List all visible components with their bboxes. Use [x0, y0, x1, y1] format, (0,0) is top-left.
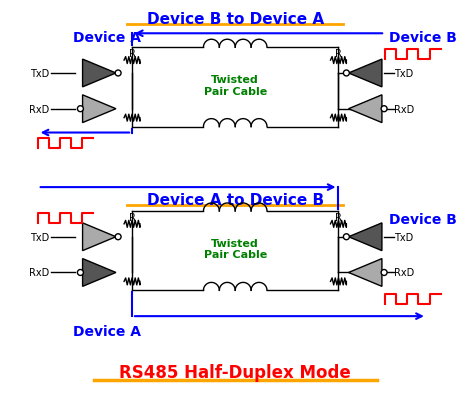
Circle shape — [381, 270, 387, 276]
Text: RS485 Half-Duplex Mode: RS485 Half-Duplex Mode — [119, 363, 351, 381]
Text: RxD: RxD — [29, 268, 50, 278]
Text: RxD: RxD — [29, 104, 50, 115]
Polygon shape — [348, 96, 382, 123]
Text: RxD: RxD — [394, 104, 414, 115]
Circle shape — [343, 71, 349, 77]
Text: TxD: TxD — [394, 232, 413, 242]
Text: Twisted
Pair Cable: Twisted Pair Cable — [204, 75, 267, 96]
Polygon shape — [348, 259, 382, 287]
Text: R: R — [335, 212, 342, 222]
Circle shape — [115, 234, 121, 240]
Text: R: R — [128, 49, 136, 59]
Text: Device A: Device A — [73, 324, 141, 338]
Polygon shape — [82, 60, 116, 87]
Text: Twisted
Pair Cable: Twisted Pair Cable — [204, 238, 267, 260]
Polygon shape — [82, 259, 116, 287]
Text: Device B: Device B — [389, 212, 457, 226]
Text: TxD: TxD — [30, 232, 50, 242]
Polygon shape — [82, 96, 116, 123]
Text: Device A to Device B: Device A to Device B — [146, 193, 324, 207]
Circle shape — [381, 107, 387, 113]
Polygon shape — [348, 60, 382, 87]
Text: Device A: Device A — [73, 31, 141, 45]
Circle shape — [343, 234, 349, 240]
Text: R: R — [128, 212, 136, 222]
Polygon shape — [348, 223, 382, 251]
Text: RxD: RxD — [394, 268, 414, 278]
Circle shape — [115, 71, 121, 77]
Polygon shape — [82, 223, 116, 251]
Text: Device B: Device B — [389, 31, 457, 45]
Text: TxD: TxD — [30, 69, 50, 79]
Text: R: R — [335, 49, 342, 59]
Circle shape — [77, 270, 83, 276]
Circle shape — [77, 107, 83, 113]
Text: Device B to Device A: Device B to Device A — [146, 13, 324, 28]
Text: TxD: TxD — [394, 69, 413, 79]
